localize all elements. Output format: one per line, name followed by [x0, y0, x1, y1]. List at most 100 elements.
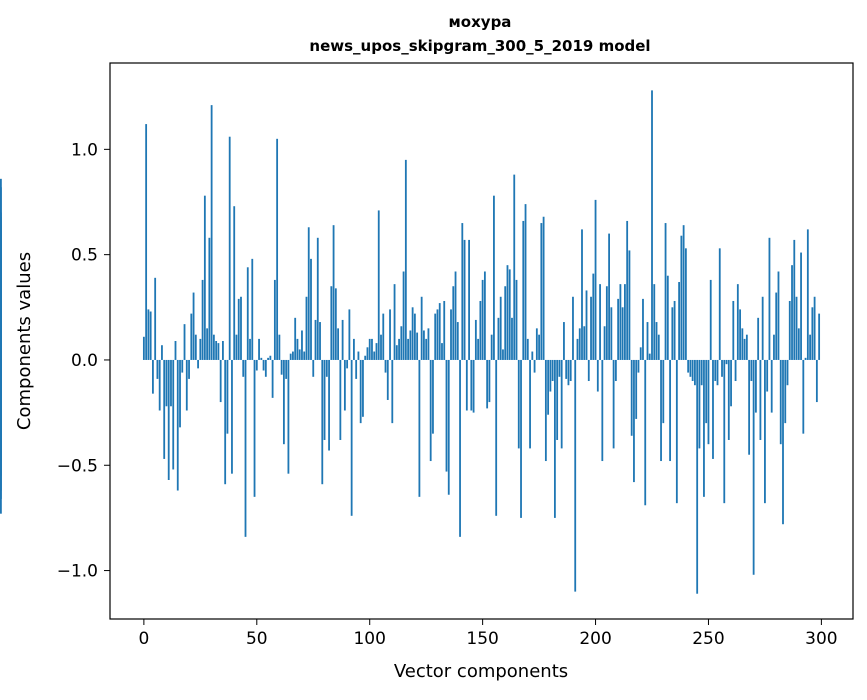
bar-component-105	[380, 334, 382, 360]
bar-component-151	[483, 271, 486, 360]
bar-component-84	[332, 225, 335, 360]
bar-component-71	[303, 351, 306, 360]
bar-component-11	[167, 359, 170, 480]
bar-component-106	[382, 313, 385, 360]
bar-component-108	[386, 359, 389, 400]
bar-component-173	[533, 359, 536, 373]
bar-component-126	[427, 328, 430, 360]
bar-component-167	[520, 359, 522, 518]
bar-component-81	[325, 359, 328, 377]
bar-component-165	[515, 279, 518, 360]
bar-component-163	[511, 317, 513, 360]
bar-component-198	[590, 296, 592, 360]
bar-component-129	[434, 313, 437, 360]
bar-component-104	[377, 210, 380, 360]
bar-component-280	[775, 292, 778, 360]
bar-component-undefined	[0, 359, 2, 499]
bar-component-170	[526, 338, 529, 360]
bar-component-222	[644, 359, 647, 506]
bar-component-234	[671, 307, 674, 360]
bar-component-298	[815, 359, 818, 403]
bar-component-91	[348, 309, 351, 360]
bar-component-55	[267, 357, 269, 360]
bar-component-155	[493, 195, 495, 360]
bar-component-14	[174, 341, 177, 360]
bar-component-25	[199, 338, 202, 360]
bar-component-100	[368, 338, 371, 360]
bar-component-285	[786, 359, 789, 386]
bar-component-53	[262, 359, 265, 371]
bar-component-284	[784, 359, 787, 424]
bar-component-239	[682, 225, 685, 360]
bar-component-233	[669, 359, 671, 462]
bar-component-102	[373, 351, 376, 360]
bar-component-242	[689, 359, 692, 377]
bar-component-9	[163, 359, 166, 459]
bar-component-17	[181, 359, 184, 373]
bar-component-33	[217, 343, 220, 360]
bar-component-50	[255, 359, 258, 371]
bar-component-184	[558, 359, 561, 377]
bar-component-277	[768, 237, 771, 360]
bar-component-197	[587, 359, 590, 382]
bar-component-135	[447, 359, 450, 495]
bar-component-253	[714, 359, 717, 382]
bar-component-203	[601, 359, 604, 462]
bar-component-128	[432, 359, 434, 434]
bar-component-87	[339, 359, 342, 440]
bar-component-150	[481, 279, 484, 360]
bar-component-136	[450, 309, 452, 360]
bar-component-10	[165, 359, 168, 407]
bar-component-164	[513, 174, 516, 360]
y-axis-label: Components values	[14, 252, 35, 430]
bar-component-31	[212, 334, 215, 360]
x-tick-label: 200	[579, 629, 611, 649]
bar-component-158	[499, 296, 502, 360]
bar-component-268	[748, 359, 751, 455]
bar-component-24	[197, 359, 199, 369]
bar-component-208	[612, 359, 615, 449]
bar-component-263	[736, 284, 739, 360]
bar-component-214	[626, 220, 629, 360]
bar-component-23	[194, 334, 197, 360]
y-tick-label: −0.5	[57, 456, 98, 476]
bar-component-274	[761, 296, 764, 360]
bar-component-35	[222, 341, 224, 360]
bar-component-168	[522, 220, 525, 360]
bar-component-15	[176, 359, 179, 491]
bar-component-76	[314, 319, 317, 360]
bar-component-144	[468, 239, 470, 360]
y-axis-ticks: −1.0 −0.5 0.0 0.5 1.0	[57, 140, 110, 582]
y-tick-label: 0.5	[71, 246, 98, 266]
bar-component-178	[544, 359, 547, 462]
bar-component-undefined	[0, 212, 2, 360]
bar-component-175	[538, 334, 540, 360]
bar-component-47	[249, 338, 251, 360]
bar-component-5	[154, 277, 157, 360]
bar-component-255	[718, 248, 721, 360]
bar-component-195	[583, 326, 586, 360]
bar-component-125	[425, 338, 428, 360]
bar-component-79	[321, 359, 324, 485]
bar-component-38	[228, 136, 231, 360]
bar-component-0	[142, 336, 145, 360]
x-tick-label: 0	[138, 629, 149, 649]
y-tick-label: 1.0	[71, 140, 98, 160]
bar-component-45	[244, 359, 247, 537]
bar-component-8	[161, 345, 163, 360]
bar-component-149	[479, 300, 482, 360]
bar-component-276	[766, 359, 769, 392]
bar-component-22	[192, 292, 195, 360]
bar-component-156	[495, 359, 498, 516]
bar-component-188	[567, 359, 570, 386]
bar-component-2	[147, 309, 150, 360]
bar-component-117	[407, 338, 410, 360]
bar-component-297	[813, 296, 816, 360]
bar-component-266	[743, 338, 746, 360]
bar-component-77	[316, 237, 319, 360]
bar-component-201	[596, 359, 599, 392]
bar-component-279	[773, 334, 775, 360]
bar-component-20	[188, 359, 190, 379]
bar-component-199	[592, 273, 595, 360]
bar-component-220	[639, 347, 642, 360]
